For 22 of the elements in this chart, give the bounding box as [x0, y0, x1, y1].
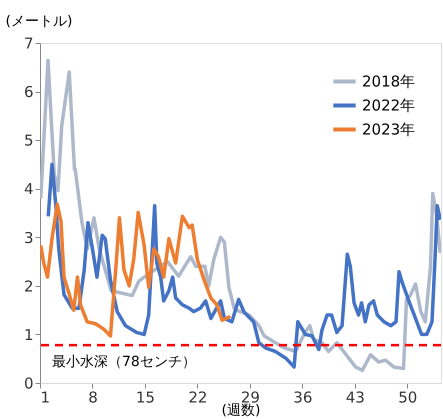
legend-label: 2018年 [362, 72, 416, 90]
x-tick-label: 1 [40, 388, 50, 406]
y-tick-label: 6 [24, 83, 34, 102]
x-tick-label: 43 [346, 388, 365, 406]
ref-line-label: 最小水深（78センチ） [52, 354, 196, 370]
legend-label: 2022年 [362, 96, 416, 114]
x-tick-label: 15 [136, 388, 155, 406]
legend-label: 2023年 [362, 120, 416, 138]
y-tick-label: 0 [24, 374, 34, 392]
y-tick-label: 2 [24, 277, 34, 296]
line-series [40, 202, 232, 338]
line-series [46, 162, 441, 369]
x-tick-label: 36 [293, 388, 312, 406]
y-tick-label: 1 [24, 326, 34, 344]
y-axis-title: (メートル) [6, 14, 72, 30]
x-tick-label: 22 [188, 388, 208, 406]
x-tick-label: 8 [88, 388, 98, 406]
y-tick-label: 7 [24, 34, 34, 52]
x-tick-label: 50 [398, 388, 418, 406]
y-tick-label: 3 [24, 228, 34, 247]
y-tick-label: 4 [24, 180, 34, 198]
y-tick-label: 5 [24, 132, 34, 150]
